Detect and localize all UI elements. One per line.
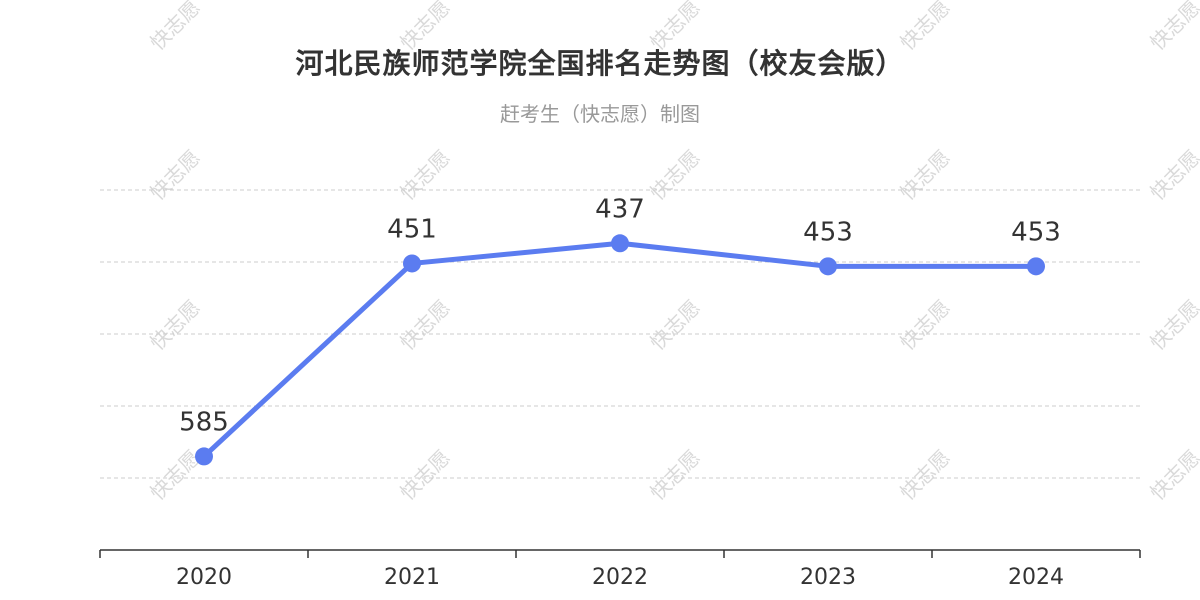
x-axis: 2020 2021 2022 2023 2024	[99, 549, 1141, 590]
watermark-text: 快志愿	[895, 0, 954, 55]
data-label: 451	[387, 214, 437, 244]
watermark-text: 快志愿	[145, 0, 204, 55]
watermark-text: 快志愿	[895, 145, 954, 204]
watermark-text: 快志愿	[395, 145, 454, 204]
watermark-text: 快志愿	[645, 0, 704, 55]
x-tick-label: 2023	[800, 565, 856, 590]
data-label: 585	[179, 407, 229, 437]
watermark-text: 快志愿	[145, 145, 204, 204]
x-tick-label: 2022	[592, 565, 648, 590]
data-point[interactable]	[195, 447, 213, 466]
x-tick-label: 2021	[384, 565, 440, 590]
gridlines	[100, 189, 1140, 479]
watermark-text: 快志愿	[645, 145, 704, 204]
watermark-text: 快志愿	[1145, 445, 1200, 504]
watermark-text: 快志愿	[645, 445, 704, 504]
data-label: 437	[595, 194, 645, 224]
data-labels: 585 451 437 453 453	[179, 194, 1061, 437]
data-point[interactable]	[611, 234, 629, 253]
data-point[interactable]	[1027, 257, 1045, 276]
data-label: 453	[803, 217, 853, 247]
watermark-text: 快志愿	[1145, 295, 1200, 354]
x-tick-label: 2024	[1008, 565, 1064, 590]
watermark-text: 快志愿	[895, 445, 954, 504]
data-label: 453	[1011, 217, 1061, 247]
series-layer	[195, 234, 1045, 466]
data-point[interactable]	[403, 254, 421, 273]
watermark-text: 快志愿	[395, 0, 454, 55]
chart-subtitle: 赶考生（快志愿）制图	[500, 102, 700, 126]
watermark-text: 快志愿	[395, 445, 454, 504]
watermark-text: 快志愿	[645, 295, 704, 354]
watermark-text: 快志愿	[1145, 0, 1200, 55]
x-tick-label: 2020	[176, 565, 232, 590]
watermark-text: 快志愿	[1145, 145, 1200, 204]
data-point[interactable]	[819, 257, 837, 276]
chart-title: 河北民族师范学院全国排名走势图（校友会版）	[295, 47, 905, 80]
watermark-text: 快志愿	[145, 295, 204, 354]
watermark-text: 快志愿	[395, 295, 454, 354]
watermark-text: 快志愿	[895, 295, 954, 354]
watermark-layer: 快志愿 快志愿 快志愿 快志愿 快志愿快志愿 快志愿 快志愿 快志愿 快志愿快志愿 快志愿 快志愿快…	[145, 0, 1200, 505]
